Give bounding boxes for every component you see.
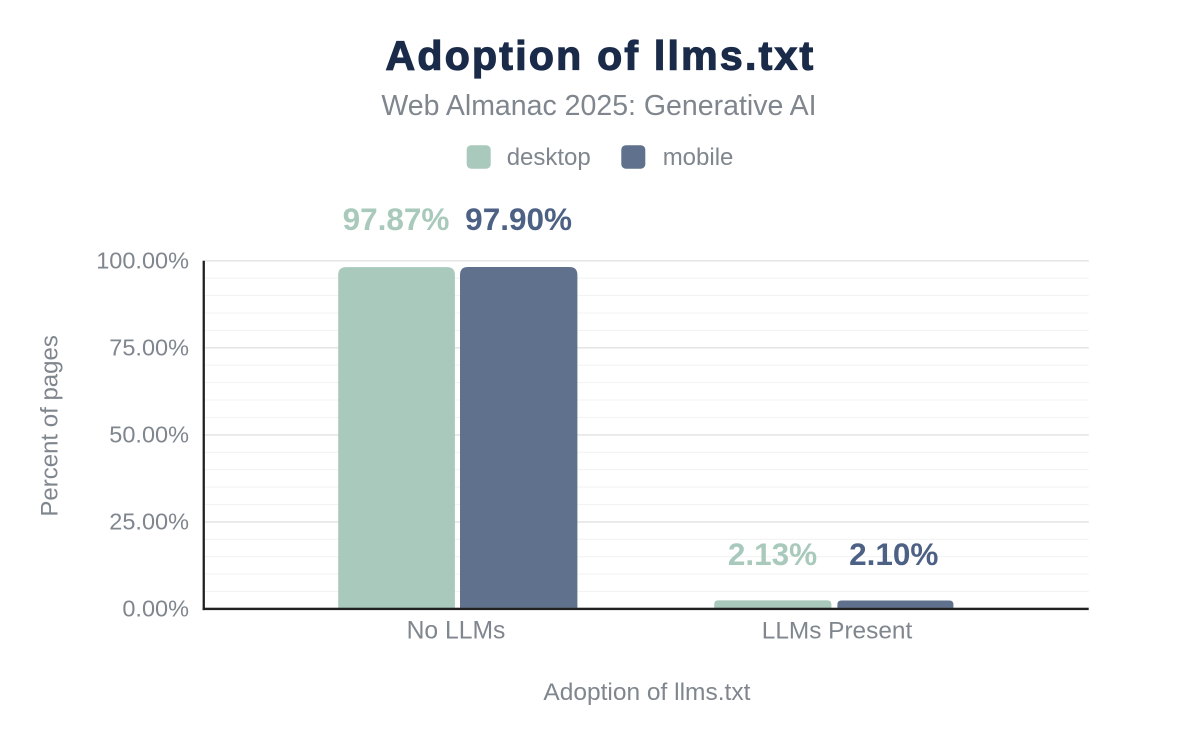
svg-text:desktop: desktop xyxy=(507,144,591,171)
svg-text:No LLMs: No LLMs xyxy=(407,617,506,644)
svg-text:Adoption of llms.txt: Adoption of llms.txt xyxy=(386,33,816,79)
svg-text:100.00%: 100.00% xyxy=(96,247,189,273)
svg-text:Percent of pages: Percent of pages xyxy=(37,335,64,516)
svg-text:75.00%: 75.00% xyxy=(109,334,189,360)
svg-text:97.87%: 97.87% xyxy=(343,201,450,237)
svg-text:2.10%: 2.10% xyxy=(849,536,938,572)
svg-text:50.00%: 50.00% xyxy=(109,421,189,447)
svg-text:2.13%: 2.13% xyxy=(728,536,817,572)
svg-text:mobile: mobile xyxy=(663,144,734,171)
svg-text:25.00%: 25.00% xyxy=(109,508,189,534)
svg-text:0.00%: 0.00% xyxy=(122,596,189,622)
svg-text:97.90%: 97.90% xyxy=(465,201,572,237)
svg-text:Adoption of llms.txt: Adoption of llms.txt xyxy=(543,679,750,706)
svg-text:Web Almanac 2025: Generative A: Web Almanac 2025: Generative AI xyxy=(381,90,816,122)
svg-text:LLMs Present: LLMs Present xyxy=(762,617,913,644)
